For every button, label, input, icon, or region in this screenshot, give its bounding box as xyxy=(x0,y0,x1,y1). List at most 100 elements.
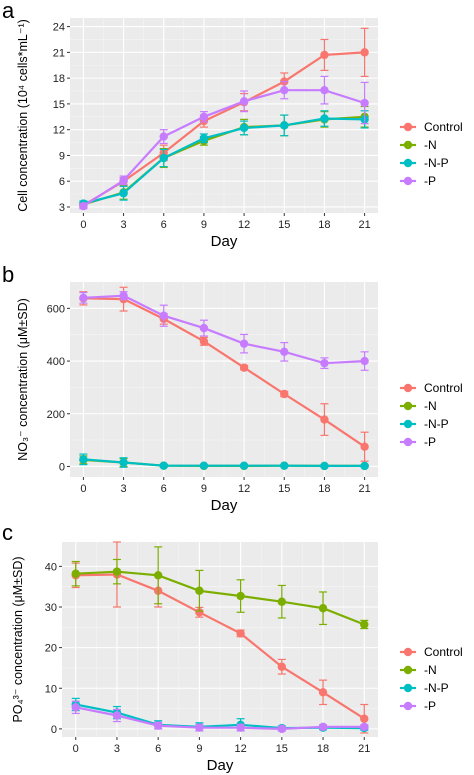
legend-label: -N-P xyxy=(424,681,449,695)
data-point xyxy=(320,461,329,471)
data-point xyxy=(280,461,289,470)
x-axis-title: Day xyxy=(207,757,234,774)
x-tick-label: 0 xyxy=(80,483,86,495)
data-point xyxy=(236,723,245,732)
x-tick-label: 18 xyxy=(318,483,330,495)
data-point xyxy=(239,123,249,133)
legend-label: Control xyxy=(424,120,463,134)
data-point xyxy=(159,132,168,141)
data-point xyxy=(112,711,122,720)
legend-key-marker xyxy=(403,158,413,168)
data-point xyxy=(318,722,328,732)
x-tick-label: 6 xyxy=(161,219,167,231)
legend: Control -N -N-P -P xyxy=(400,120,463,188)
data-point xyxy=(360,620,369,629)
data-point xyxy=(119,189,128,198)
legend-key-marker xyxy=(403,176,413,186)
data-point xyxy=(195,723,204,732)
y-tick-label: 0 xyxy=(51,724,57,736)
chart-panel-b: b 0 200 400 600 0 3 6 9 12 15 18 21 Day NO₃⁻ concentra… xyxy=(2,262,463,514)
data-point xyxy=(277,662,287,671)
legend-key-marker xyxy=(403,683,413,693)
data-point xyxy=(236,629,245,638)
y-tick-label: 12 xyxy=(53,125,65,137)
data-point xyxy=(360,48,369,57)
legend-key-marker xyxy=(403,665,413,675)
y-tick-label: 9 xyxy=(59,150,65,162)
data-point xyxy=(280,347,289,357)
legend-label: -N-P xyxy=(424,156,449,170)
series--P xyxy=(71,700,369,734)
data-point xyxy=(71,703,80,712)
x-tick-label: 18 xyxy=(318,219,330,231)
data-point xyxy=(360,356,369,366)
data-point xyxy=(320,85,329,95)
legend-label: -N xyxy=(424,399,437,413)
x-tick-label: 0 xyxy=(80,219,86,231)
data-point xyxy=(360,714,369,723)
data-point xyxy=(320,114,329,123)
data-point xyxy=(318,688,328,697)
y-tick-label: 400 xyxy=(47,356,65,368)
data-point xyxy=(236,591,245,601)
series--P xyxy=(79,75,369,211)
x-tick-label: 21 xyxy=(358,483,370,495)
data-point xyxy=(239,97,249,106)
y-tick-label: 24 xyxy=(53,22,65,34)
data-point xyxy=(360,442,369,451)
legend-label: -N xyxy=(424,138,437,152)
y-tick-label: 3 xyxy=(59,202,65,214)
data-point xyxy=(199,134,209,143)
data-point xyxy=(112,567,122,576)
legend-label: Control xyxy=(424,645,463,659)
x-tick-label: 18 xyxy=(317,743,329,755)
data-point xyxy=(199,337,209,346)
panel-letter: b xyxy=(2,262,14,287)
data-point xyxy=(199,112,209,121)
series--N-P xyxy=(79,110,369,208)
series-line xyxy=(83,297,366,448)
legend-key-marker xyxy=(403,122,413,132)
panel-letter: c xyxy=(2,520,13,545)
data-point xyxy=(119,458,128,467)
legend-label: -P xyxy=(424,174,436,188)
legend-key-marker xyxy=(403,140,413,150)
legend-key-marker xyxy=(403,647,413,657)
data-point xyxy=(360,461,369,471)
legend-label: -N xyxy=(424,663,437,677)
data-point xyxy=(360,98,369,108)
y-tick-label: 20 xyxy=(45,643,57,655)
x-tick-label: 15 xyxy=(278,219,290,231)
data-point xyxy=(239,461,249,470)
y-tick-label: 10 xyxy=(45,683,57,695)
chart-panel-c: c 0 10 20 30 40 0 3 6 9 12 15 18 21 Day PO₄³⁻ concentra… xyxy=(2,520,463,774)
data-point xyxy=(320,50,329,60)
series-line xyxy=(83,458,365,467)
series-line xyxy=(75,573,365,720)
x-tick-label: 12 xyxy=(238,483,250,495)
data-point xyxy=(360,722,369,732)
series--N-P xyxy=(79,453,369,471)
data-point xyxy=(277,597,287,606)
data-point xyxy=(71,569,80,578)
data-point xyxy=(195,608,204,617)
y-tick-label: 200 xyxy=(47,409,65,421)
y-tick-label: 15 xyxy=(53,99,65,111)
x-tick-label: 21 xyxy=(358,219,370,231)
x-axis-title: Day xyxy=(211,233,238,250)
y-tick-label: 0 xyxy=(59,461,65,473)
x-axis-title: Day xyxy=(211,497,238,514)
series-line xyxy=(82,51,365,207)
x-tick-label: 3 xyxy=(121,219,127,231)
legend-label: Control xyxy=(424,381,463,395)
data-point xyxy=(239,339,249,348)
panel-letter: a xyxy=(2,0,15,23)
series-line xyxy=(83,294,365,365)
data-point xyxy=(159,461,168,470)
x-tick-label: 15 xyxy=(276,743,288,755)
data-point xyxy=(239,363,249,372)
series-line xyxy=(82,89,365,208)
data-point xyxy=(153,721,163,730)
x-tick-label: 9 xyxy=(201,219,207,231)
legend-key-marker xyxy=(403,419,413,429)
